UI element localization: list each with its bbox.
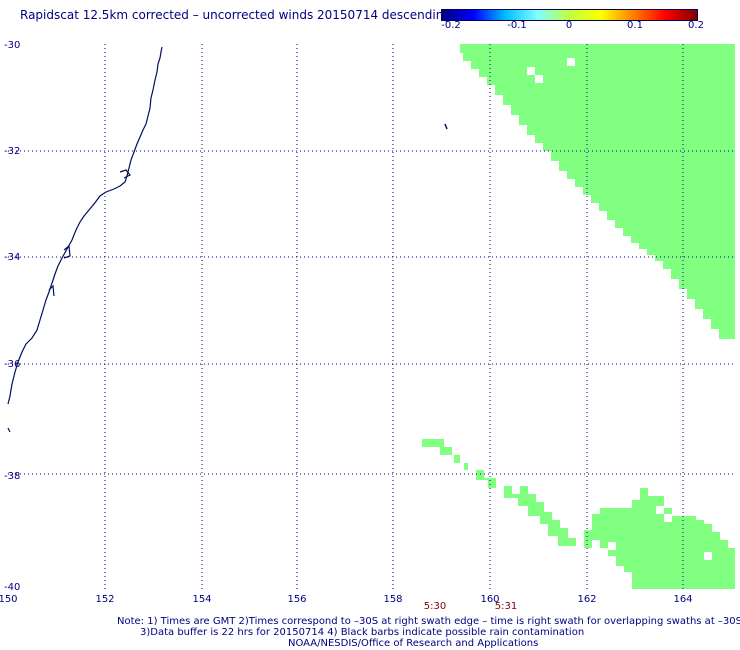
lon-label: 162 [577,594,596,605]
graticule [8,44,735,589]
swath-gap [535,75,543,83]
lat-label: -34 [4,252,20,263]
swath-region [422,439,576,546]
lon-label: 160 [480,594,499,605]
note-line-2: 3)Data buffer is 22 hrs for 20150714 4) … [140,627,585,638]
lat-label: -30 [4,40,20,51]
colorbar-label: 0.2 [688,20,704,31]
time-label: 5:30 [424,601,446,612]
swath-gap [608,542,616,550]
island [444,123,448,130]
swath-region [584,488,735,589]
lon-label: 156 [287,594,306,605]
map-title: Rapidscat 12.5km corrected – uncorrected… [20,8,451,22]
swath-region [460,44,735,339]
note-line-3: NOAA/NESDIS/Office of Research and Appli… [288,638,539,649]
coastline [7,46,163,405]
colorbar [441,9,698,21]
lon-label: 164 [673,594,692,605]
swath-gap [656,506,664,514]
time-label: 5:31 [495,601,517,612]
lat-label: -40 [4,582,20,593]
wind-swath [422,44,735,589]
swath-gap [664,514,672,522]
lat-label: -32 [4,146,20,157]
colorbar-label: 0 [565,20,573,31]
swath-gap [704,552,712,560]
swath-gap [680,508,688,516]
swath-gap [567,58,575,66]
latitude-labels: -30 -32 -34 -36 -38 -40 [4,40,20,593]
lon-label: 152 [95,594,114,605]
note-line-1: Note: 1) Times are GMT 2)Times correspon… [117,616,740,627]
longitude-labels: 150 152 154 156 158 160 162 164 [0,594,693,605]
lat-label: -38 [4,471,20,482]
swath-gap [527,67,535,75]
lon-label: 150 [0,594,18,605]
colorbar-label: -0.1 [507,20,527,31]
colorbar-label: -0.2 [441,20,461,31]
colorbar-label: 0.1 [627,20,643,31]
lon-label: 154 [192,594,211,605]
lon-label: 158 [383,594,402,605]
coastline-inlets [7,169,131,433]
lat-label: -36 [4,359,20,370]
